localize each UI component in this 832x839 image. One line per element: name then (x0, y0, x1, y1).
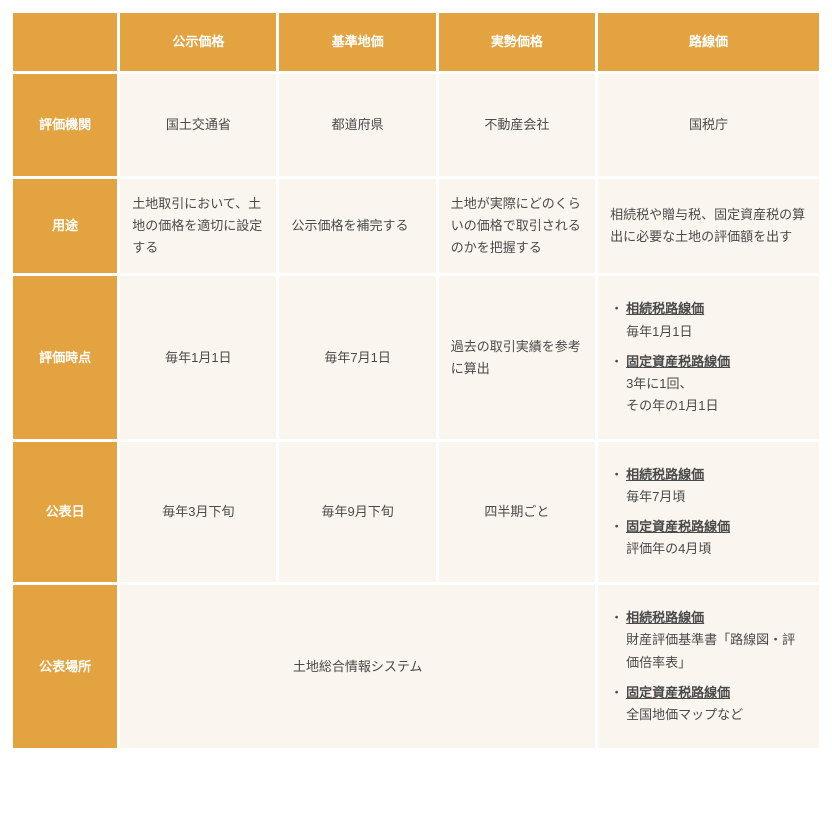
list-item-title: 相続税路線価 (626, 301, 704, 316)
row-eval-date: 評価時点 毎年1月1日 毎年7月1日 過去の取引実績を参考に算出 相続税路線価 … (13, 276, 819, 438)
list-item-title: 相続税路線価 (626, 467, 704, 482)
land-price-comparison-table: 公示価格 基準地価 実勢価格 路線価 評価機関 国土交通省 都道府県 不動産会社… (10, 10, 822, 751)
list-item-body: 毎年1月1日 (626, 321, 807, 343)
row-head-purpose: 用途 (13, 179, 117, 273)
cell: 相続税や贈与税、固定資産税の算出に必要な土地の評価額を出す (598, 179, 819, 273)
row-head-publish-location: 公表場所 (13, 585, 117, 747)
bullet-list: 相続税路線価 毎年7月頃 固定資産税路線価 評価年の4月頃 (610, 464, 807, 560)
cell: 土地が実際にどのくらいの価格で取引されるのかを把握する (439, 179, 595, 273)
list-item-title: 相続税路線価 (626, 610, 704, 625)
cell: 不動産会社 (439, 74, 595, 176)
row-evaluator: 評価機関 国土交通省 都道府県 不動産会社 国税庁 (13, 74, 819, 176)
col-head-2: 実勢価格 (439, 13, 595, 71)
row-head-evaluator: 評価機関 (13, 74, 117, 176)
row-purpose: 用途 土地取引において、土地の価格を適切に設定する 公示価格を補完する 土地が実… (13, 179, 819, 273)
cell-list: 相続税路線価 毎年7月頃 固定資産税路線価 評価年の4月頃 (598, 442, 819, 582)
list-item-title: 固定資産税路線価 (626, 519, 730, 534)
list-item: 固定資産税路線価 3年に1回、その年の1月1日 (610, 351, 807, 417)
cell-list: 相続税路線価 財産評価基準書「路線図・評価倍率表」 固定資産税路線価 全国地価マ… (598, 585, 819, 747)
cell: 四半期ごと (439, 442, 595, 582)
row-publish-location: 公表場所 土地総合情報システム 相続税路線価 財産評価基準書「路線図・評価倍率表… (13, 585, 819, 747)
cell: 公示価格を補完する (279, 179, 435, 273)
cell: 都道府県 (279, 74, 435, 176)
list-item: 固定資産税路線価 全国地価マップなど (610, 682, 807, 726)
cell: 土地取引において、土地の価格を適切に設定する (120, 179, 276, 273)
row-publish-date: 公表日 毎年3月下旬 毎年9月下旬 四半期ごと 相続税路線価 毎年7月頃 固定資… (13, 442, 819, 582)
list-item-title: 固定資産税路線価 (626, 354, 730, 369)
col-head-3: 路線価 (598, 13, 819, 71)
list-item-body: 財産評価基準書「路線図・評価倍率表」 (626, 629, 807, 673)
list-item: 相続税路線価 財産評価基準書「路線図・評価倍率表」 (610, 607, 807, 673)
list-item-body: 毎年7月頃 (626, 486, 807, 508)
bullet-list: 相続税路線価 毎年1月1日 固定資産税路線価 3年に1回、その年の1月1日 (610, 298, 807, 416)
table-header-row: 公示価格 基準地価 実勢価格 路線価 (13, 13, 819, 71)
list-item-body: 全国地価マップなど (626, 704, 807, 726)
list-item-title: 固定資産税路線価 (626, 685, 730, 700)
bullet-list: 相続税路線価 財産評価基準書「路線図・評価倍率表」 固定資産税路線価 全国地価マ… (610, 607, 807, 725)
list-item: 固定資産税路線価 評価年の4月頃 (610, 516, 807, 560)
list-item-body: 3年に1回、その年の1月1日 (626, 373, 807, 417)
cell: 毎年7月1日 (279, 276, 435, 438)
corner-cell (13, 13, 117, 71)
cell: 毎年3月下旬 (120, 442, 276, 582)
list-item-body: 評価年の4月頃 (626, 538, 807, 560)
list-item: 相続税路線価 毎年7月頃 (610, 464, 807, 508)
row-head-eval-date: 評価時点 (13, 276, 117, 438)
cell: 国土交通省 (120, 74, 276, 176)
row-head-publish-date: 公表日 (13, 442, 117, 582)
col-head-0: 公示価格 (120, 13, 276, 71)
list-item: 相続税路線価 毎年1月1日 (610, 298, 807, 342)
merged-cell: 土地総合情報システム (120, 585, 595, 747)
cell: 毎年1月1日 (120, 276, 276, 438)
col-head-1: 基準地価 (279, 13, 435, 71)
cell: 過去の取引実績を参考に算出 (439, 276, 595, 438)
cell: 毎年9月下旬 (279, 442, 435, 582)
cell-list: 相続税路線価 毎年1月1日 固定資産税路線価 3年に1回、その年の1月1日 (598, 276, 819, 438)
cell: 国税庁 (598, 74, 819, 176)
